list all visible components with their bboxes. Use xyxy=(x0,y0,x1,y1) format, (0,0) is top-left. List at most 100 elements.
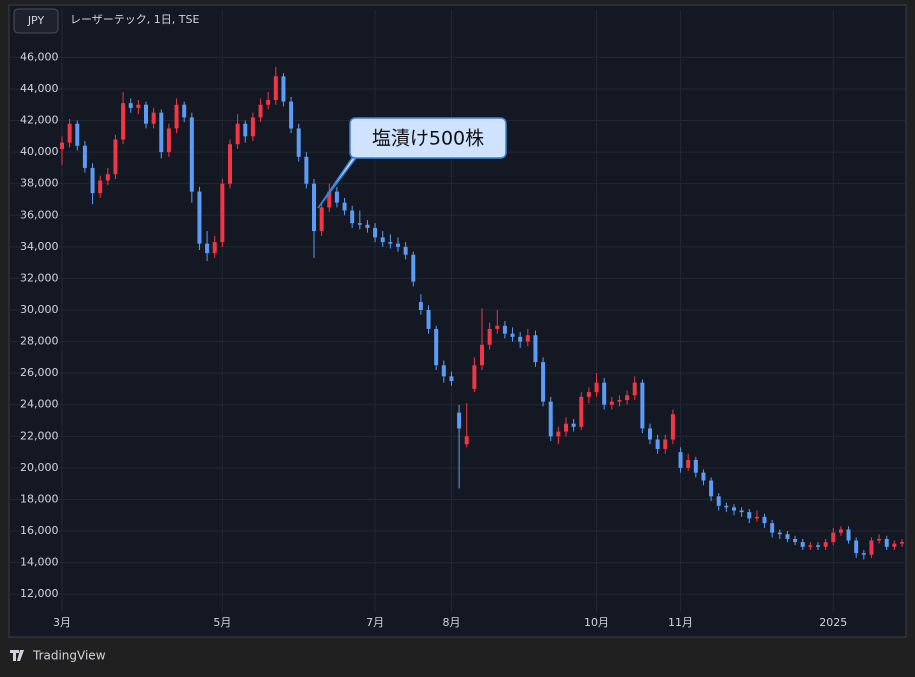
callout xyxy=(317,117,507,209)
candle-body xyxy=(464,436,469,445)
y-tick-label: 36,000 xyxy=(20,208,59,221)
candle-body xyxy=(625,395,630,400)
candle-body xyxy=(396,243,400,247)
candle-body xyxy=(457,412,462,429)
candle-body xyxy=(174,104,179,129)
y-tick-label: 34,000 xyxy=(20,240,59,253)
candle-body xyxy=(816,545,820,547)
candle-body xyxy=(342,202,347,211)
y-tick-label: 18,000 xyxy=(20,492,59,505)
candle-body xyxy=(105,174,110,181)
x-tick-label: 11月 xyxy=(668,616,693,629)
candle-body xyxy=(548,401,553,437)
candle-body xyxy=(564,423,568,432)
candle-body xyxy=(98,180,103,194)
candle-body xyxy=(502,325,507,334)
y-tick-label: 30,000 xyxy=(20,303,59,316)
y-tick-label: 38,000 xyxy=(20,177,59,190)
candle-body xyxy=(663,439,668,449)
candle-body xyxy=(709,480,714,497)
candle-body xyxy=(541,362,546,402)
candle-body xyxy=(770,523,775,533)
candle-body xyxy=(877,538,882,541)
candle-body xyxy=(884,538,889,547)
candle-body xyxy=(594,382,599,393)
y-tick-label: 42,000 xyxy=(20,114,59,127)
candle-body xyxy=(182,104,187,118)
candle-body xyxy=(655,439,660,449)
candle-body xyxy=(365,224,370,228)
candle-body xyxy=(441,365,446,377)
candle-body xyxy=(808,545,813,547)
candle-body xyxy=(724,505,729,508)
candle-body xyxy=(701,472,706,481)
y-tick-label: 26,000 xyxy=(20,366,59,379)
candle-body xyxy=(754,516,759,519)
candle-body xyxy=(296,128,301,157)
y-tick-label: 20,000 xyxy=(20,461,59,474)
brand-logo xyxy=(10,650,24,661)
candle-body xyxy=(212,242,217,254)
candle-body xyxy=(518,336,523,342)
candle-body xyxy=(472,365,477,389)
candle-body xyxy=(350,210,355,224)
candle-body xyxy=(144,104,148,124)
candle-body xyxy=(151,112,156,124)
currency-button[interactable] xyxy=(13,8,59,34)
candle-body xyxy=(128,103,133,108)
y-tick-label: 40,000 xyxy=(20,145,59,158)
candle-body xyxy=(777,532,782,535)
candle-body xyxy=(747,512,752,519)
candle-body xyxy=(602,382,607,405)
candle-body xyxy=(228,144,232,184)
candle-body xyxy=(632,382,637,396)
candle-body xyxy=(281,76,286,102)
currency[interactable]: JPY xyxy=(27,14,45,27)
candle-body xyxy=(869,540,874,555)
candle-body xyxy=(67,123,72,143)
candle-body xyxy=(785,534,790,539)
x-tick-label: 7月 xyxy=(366,616,384,629)
candle-body xyxy=(75,123,80,146)
candle-body xyxy=(571,423,576,427)
candle-body xyxy=(197,191,202,244)
candle-body xyxy=(495,325,500,329)
candle-body xyxy=(732,507,736,511)
candles xyxy=(60,66,904,560)
candle-body xyxy=(838,529,843,533)
candle-body xyxy=(166,128,171,153)
y-tick-label: 22,000 xyxy=(20,429,59,442)
x-tick-label: 8月 xyxy=(442,616,460,629)
candle-body xyxy=(434,328,439,366)
candle-body xyxy=(648,428,652,440)
candle-body xyxy=(800,542,805,547)
y-tick-label: 32,000 xyxy=(20,271,59,284)
candle-body xyxy=(426,310,431,329)
candle-body xyxy=(609,401,614,405)
candle-body xyxy=(319,207,324,232)
y-tick-label: 12,000 xyxy=(20,587,59,600)
y-tick-label: 28,000 xyxy=(20,335,59,348)
y-tick-label: 24,000 xyxy=(20,398,59,411)
candle-body xyxy=(121,103,126,140)
candle-body xyxy=(304,156,309,184)
candle-body xyxy=(579,396,584,427)
candle-body xyxy=(670,414,675,440)
y-tick-label: 44,000 xyxy=(20,82,59,95)
candle-body xyxy=(686,460,691,468)
candle-body xyxy=(861,553,866,555)
candle-body xyxy=(220,183,225,243)
candle-body xyxy=(892,543,897,547)
candle-body xyxy=(250,117,255,137)
candle-body xyxy=(235,123,240,145)
y-tick-label: 46,000 xyxy=(20,50,59,63)
candle-body xyxy=(388,242,393,244)
candle-body xyxy=(243,123,248,137)
candle-body xyxy=(357,223,362,225)
candle-body xyxy=(90,167,95,194)
candle-body xyxy=(793,538,798,543)
candle-body xyxy=(266,100,271,105)
candle-body xyxy=(487,328,492,345)
candle-body xyxy=(617,400,622,402)
